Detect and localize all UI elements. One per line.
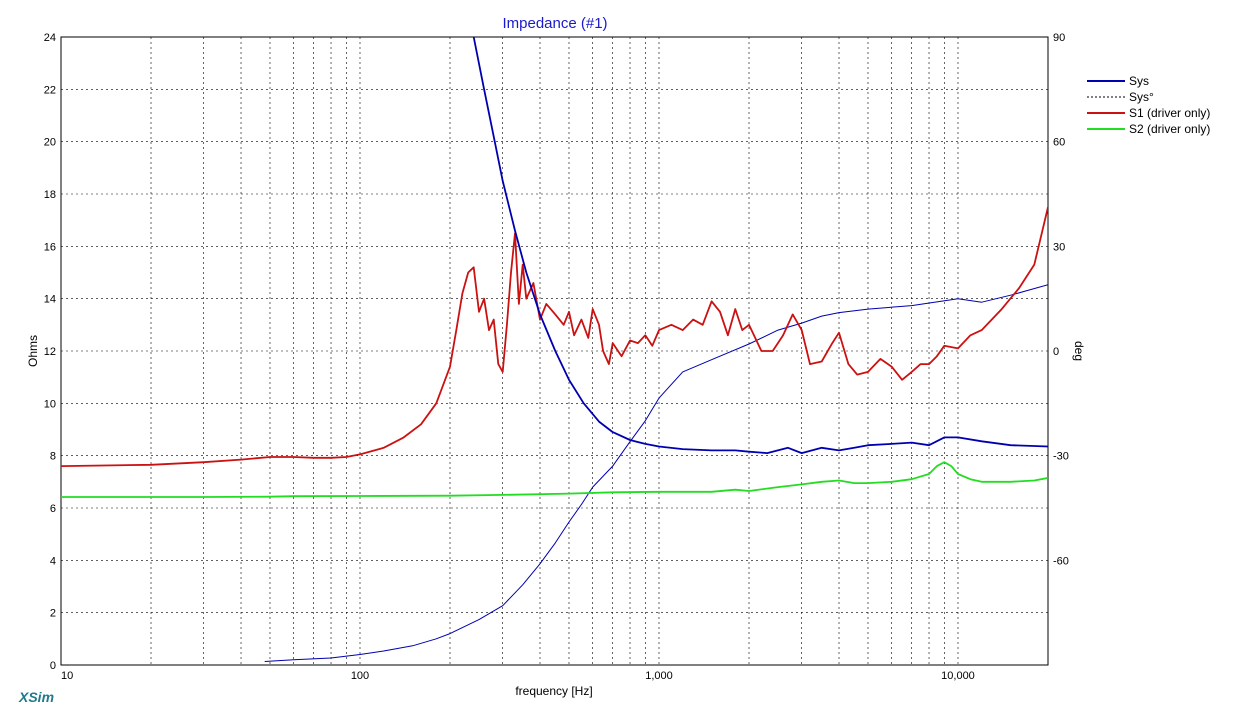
series-line-1 xyxy=(264,284,1048,662)
x-tick-label: 1,000 xyxy=(645,670,673,682)
y-tick-label: 0 xyxy=(50,660,56,672)
series-line-2 xyxy=(61,206,1048,467)
y2-tick-label: 30 xyxy=(1053,241,1065,253)
y2-axis-label: deg xyxy=(1072,341,1086,361)
y2-tick-label: -60 xyxy=(1053,555,1069,567)
legend-label: Sys° xyxy=(1129,90,1154,104)
legend-label: Sys xyxy=(1129,74,1149,88)
x-tick-label: 10 xyxy=(61,670,73,682)
y2-tick-label: -30 xyxy=(1053,451,1069,463)
y-tick-label: 4 xyxy=(50,555,56,567)
y-axis-label: Ohms xyxy=(26,335,40,367)
chart-title: Impedance (#1) xyxy=(502,15,607,32)
y-tick-label: 10 xyxy=(44,398,56,410)
y-tick-label: 8 xyxy=(50,451,56,463)
y-tick-label: 14 xyxy=(44,294,56,306)
y-tick-label: 16 xyxy=(44,241,56,253)
y-tick-label: 12 xyxy=(44,346,56,358)
x-tick-label: 10,000 xyxy=(941,670,975,682)
y-tick-label: 6 xyxy=(50,503,56,515)
y-tick-label: 24 xyxy=(44,32,56,44)
y2-tick-label: 90 xyxy=(1053,32,1065,44)
legend-label: S2 (driver only) xyxy=(1129,122,1210,136)
series-line-3 xyxy=(61,461,1048,498)
series-line-0 xyxy=(472,37,1048,455)
y-tick-label: 2 xyxy=(50,608,56,620)
legend: Sys Sys° S1 (driver only) S2 (driver only) xyxy=(1087,74,1210,136)
y-tick-label: 20 xyxy=(44,137,56,149)
y2-tick-label: 0 xyxy=(1053,346,1059,358)
x-tick-label: 100 xyxy=(351,670,369,682)
y-tick-label: 22 xyxy=(44,84,56,96)
series-layer xyxy=(61,37,1048,662)
legend-label: S1 (driver only) xyxy=(1129,106,1210,120)
y2-tick-label: 60 xyxy=(1053,137,1065,149)
y-tick-label: 18 xyxy=(44,189,56,201)
xsim-logo: XSim xyxy=(18,689,54,705)
x-axis-label: frequency [Hz] xyxy=(515,684,592,698)
plot-frame xyxy=(60,36,1049,666)
